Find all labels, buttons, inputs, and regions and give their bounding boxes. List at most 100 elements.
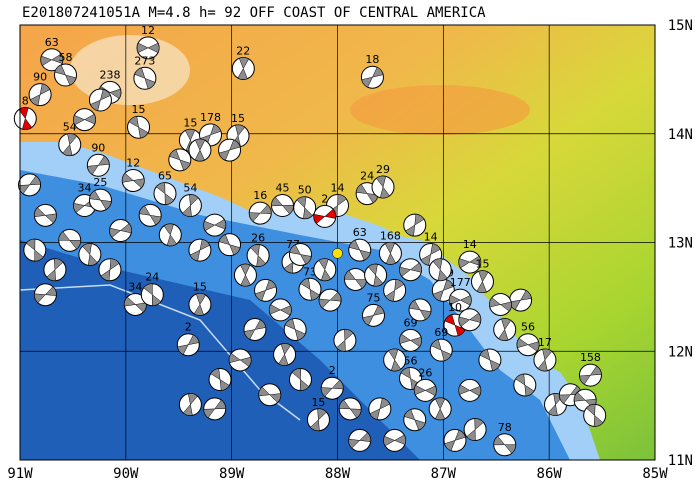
- beachball-quadrant: [516, 337, 540, 352]
- depth-label: 17: [538, 336, 552, 349]
- beachball-quadrant: [493, 435, 516, 454]
- depth-label: 54: [183, 182, 197, 195]
- beachball-quadrant: [466, 418, 484, 441]
- beachball-quadrant: [458, 384, 482, 397]
- beachball-quadrant: [203, 219, 226, 232]
- beachball: [140, 283, 164, 307]
- beachball-quadrant: [318, 291, 342, 309]
- beachball-quadrant: [338, 399, 362, 419]
- beachball: [509, 288, 533, 312]
- beachball-quadrant: [128, 116, 149, 139]
- depth-label: 22: [236, 45, 250, 58]
- beachball: [448, 288, 472, 312]
- beachball-quadrant: [385, 279, 405, 302]
- beachball-quadrant: [435, 397, 446, 421]
- beachball: [54, 63, 78, 87]
- beachball: [203, 213, 227, 237]
- depth-label: 273: [134, 54, 155, 67]
- beachball-quadrant: [449, 294, 472, 306]
- depth-label: 25: [93, 176, 107, 189]
- beachball-quadrant: [143, 283, 162, 306]
- beachball: [40, 48, 64, 72]
- depth-label: 90: [91, 141, 105, 154]
- depth-label: 34: [78, 182, 92, 195]
- beachball-quadrant: [458, 312, 482, 327]
- beachball-quadrant: [399, 262, 422, 277]
- beachball-quadrant: [318, 258, 332, 281]
- depth-label: 24: [360, 170, 374, 183]
- beachball-quadrant: [89, 190, 112, 210]
- beachball-quadrant: [414, 384, 437, 396]
- beachball-quadrant: [18, 107, 33, 130]
- beachball-quadrant: [399, 333, 422, 348]
- beachball-quadrant: [489, 297, 512, 312]
- beachball: [443, 428, 467, 452]
- beachball-quadrant: [240, 263, 251, 287]
- beachball: [288, 368, 312, 392]
- beachball-quadrant: [169, 149, 191, 171]
- beachball: [258, 383, 282, 407]
- lon-tick-label: 88W: [325, 466, 351, 482]
- beachball-quadrant: [218, 139, 241, 161]
- beachball: [23, 238, 47, 262]
- beachball-quadrant: [203, 399, 226, 419]
- beachball-quadrant: [90, 89, 111, 112]
- depth-label: 15: [193, 280, 207, 293]
- beachball-quadrant: [182, 393, 198, 416]
- beachball-quadrant: [579, 365, 602, 385]
- beachball-quadrant: [34, 207, 57, 224]
- beachball-quadrant: [388, 348, 402, 372]
- beachball: [348, 428, 372, 452]
- lon-tick-label: 91W: [7, 466, 33, 482]
- lat-tick-label: 13N: [668, 236, 693, 252]
- beachball-quadrant: [348, 239, 371, 261]
- beachball: [458, 250, 482, 274]
- beachball-quadrant: [367, 263, 384, 287]
- beachball-quadrant: [408, 299, 432, 320]
- beachball: [178, 393, 202, 417]
- beachball: [98, 258, 122, 282]
- beachball: [33, 203, 57, 227]
- beachball-quadrant: [29, 83, 51, 106]
- beachball-quadrant: [237, 57, 250, 80]
- beachball: [343, 267, 367, 291]
- beachball: [333, 328, 357, 352]
- depth-label: 14: [331, 182, 345, 195]
- beachball: [58, 228, 82, 252]
- beachball: [88, 88, 112, 112]
- beachball: [360, 65, 384, 89]
- beachball-quadrant: [310, 408, 327, 431]
- beachball-quadrant: [278, 343, 291, 366]
- beachball-quadrant: [430, 339, 452, 362]
- beachball-quadrant: [73, 113, 96, 126]
- depth-label: 34: [128, 280, 142, 293]
- depth-label: 2: [321, 192, 328, 205]
- beachball: [86, 153, 110, 177]
- beachball-quadrant: [193, 293, 207, 316]
- beachball-quadrant: [403, 409, 426, 431]
- lon-tick-label: 85W: [642, 466, 668, 482]
- beachball-quadrant: [54, 64, 77, 86]
- beachball-quadrant: [109, 223, 132, 238]
- depth-label: 29: [376, 163, 390, 176]
- beachball: [428, 258, 452, 282]
- depth-label: 15: [475, 258, 489, 271]
- beachball-quadrant: [136, 42, 160, 53]
- beachball: [383, 348, 407, 372]
- beachball-quadrant: [586, 404, 604, 427]
- beachball: [516, 333, 540, 357]
- lat-tick-label: 15N: [668, 18, 693, 34]
- lon-tick-label: 90W: [113, 466, 139, 482]
- beachball: [578, 363, 602, 387]
- beachball-quadrant: [177, 334, 200, 355]
- beachball: [176, 333, 200, 357]
- beachball-quadrant: [476, 270, 489, 293]
- beachball: [158, 223, 182, 247]
- depth-label: 78: [498, 421, 512, 434]
- lat-tick-label: 11N: [668, 453, 693, 469]
- beachball-quadrant: [300, 278, 320, 301]
- beachball: [371, 175, 395, 199]
- beachball: [313, 258, 337, 282]
- beachball-quadrant: [361, 66, 384, 88]
